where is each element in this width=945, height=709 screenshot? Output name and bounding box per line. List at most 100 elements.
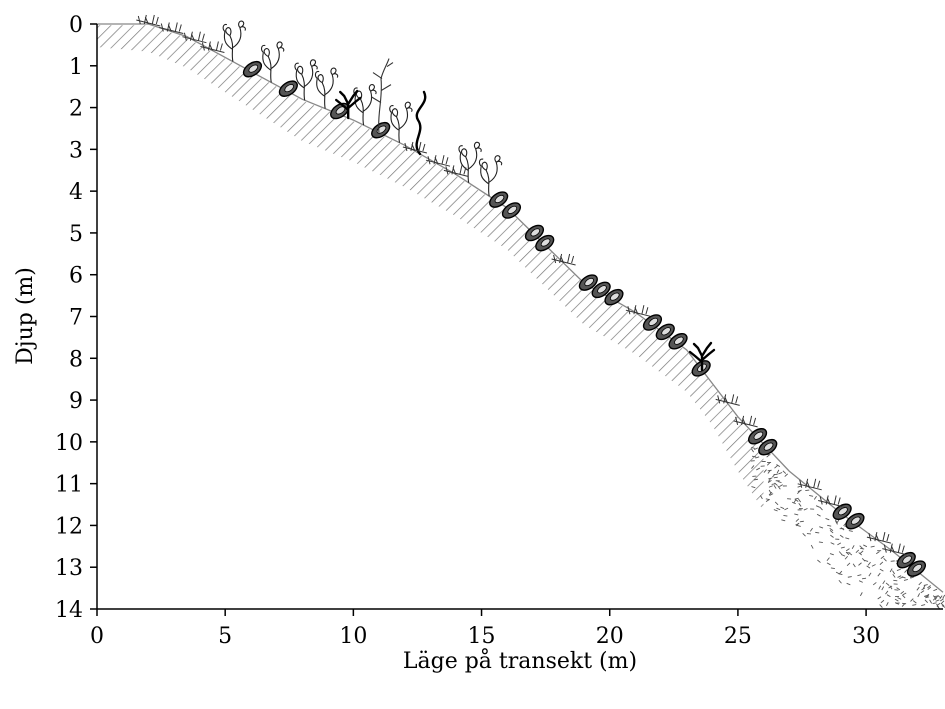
bushy-alga-organism	[295, 60, 317, 101]
thin-alga-branches	[371, 59, 393, 133]
sediment-speck	[884, 558, 887, 561]
axes	[97, 24, 943, 609]
bushy-alga-organism	[459, 142, 481, 183]
sediment-speck	[902, 604, 905, 607]
sediment-speck	[936, 600, 940, 601]
sediment-speck	[863, 545, 867, 547]
sediment-speck	[783, 515, 787, 516]
sediment-speck	[754, 479, 758, 480]
bushy-alga-branches	[262, 42, 284, 83]
y-tick-label: 0	[69, 13, 83, 38]
bushy-alga-branches	[295, 60, 317, 101]
sediment-speck	[859, 581, 863, 583]
sediment-speck	[930, 600, 932, 603]
x-tick-label: 30	[852, 624, 880, 649]
sediment-speck	[913, 601, 916, 603]
sediment-speck	[797, 525, 801, 526]
sediment-speck	[912, 605, 916, 606]
sediment-speck	[766, 499, 769, 501]
y-tick-label: 10	[55, 431, 83, 456]
bushy-alga-branches	[223, 21, 245, 62]
bushy-alga-organism	[390, 102, 412, 143]
sediment-speck	[841, 547, 845, 548]
sediment-speck	[925, 600, 928, 603]
sediment-speck	[925, 597, 929, 598]
sediment-speck	[867, 566, 870, 568]
sediment-speck	[785, 474, 788, 477]
sediment-speck	[878, 573, 881, 576]
sediment-speck	[804, 509, 808, 511]
sediment-speck	[886, 602, 888, 606]
sediment-speck	[849, 553, 852, 555]
sediment-speck	[845, 556, 848, 559]
sediment-speck	[839, 571, 842, 574]
sediment-speck	[827, 558, 830, 561]
substrate-layer	[97, 25, 945, 608]
sediment-speck	[873, 582, 876, 584]
sediment-speck	[904, 579, 908, 580]
wavy-alga-frond	[417, 92, 426, 154]
wavy-alga-organism	[417, 92, 426, 154]
sediment-speck	[830, 535, 833, 537]
bushy-alga-organism	[479, 156, 501, 197]
sediment-speck	[848, 577, 852, 578]
sediment-speck	[880, 569, 883, 571]
sediment-speck	[885, 591, 887, 594]
sediment-speck	[882, 587, 884, 591]
sediment-speck	[775, 502, 778, 505]
sediment-speck	[811, 545, 813, 549]
sediment-speck	[924, 585, 928, 586]
x-tick-label: 5	[218, 624, 232, 649]
sediment-speck	[853, 564, 855, 567]
sediment-speck	[800, 521, 804, 522]
sediment-speck	[839, 580, 842, 583]
seabed-line	[97, 24, 943, 592]
sediment-speck	[857, 575, 861, 576]
sediment-speck	[905, 570, 908, 573]
x-tick-label: 0	[90, 624, 104, 649]
sediment-speck	[777, 470, 779, 474]
y-tick-label: 14	[55, 598, 83, 623]
sediment-speck	[814, 496, 816, 499]
sediment-speck	[840, 535, 843, 537]
x-tick-label: 20	[596, 624, 624, 649]
sediment-speck	[943, 595, 945, 598]
sediment-speck	[774, 466, 777, 469]
sediment-speck	[868, 562, 870, 565]
sediment-speck	[921, 591, 924, 593]
sediment-speck	[871, 546, 875, 547]
sediment-speck	[826, 518, 830, 519]
sediment-speck	[903, 593, 907, 595]
x-tick-label: 10	[339, 624, 367, 649]
sediment-speck	[852, 545, 854, 548]
sediment-speck	[862, 558, 865, 561]
y-axis-title: Djup (m)	[13, 267, 38, 365]
sediment-speck	[831, 568, 835, 569]
sediment-speck	[820, 507, 823, 510]
y-tick-label: 11	[55, 473, 83, 498]
sediment-speck	[803, 533, 806, 536]
y-tick-label: 5	[69, 222, 83, 247]
sediment-speck	[774, 477, 778, 478]
sediment-speck	[781, 520, 785, 521]
sediment-speck	[902, 595, 905, 598]
sediment-speck	[917, 587, 919, 590]
sediment-speck	[845, 538, 849, 539]
sediment-speck	[796, 519, 799, 522]
sediment-speck	[862, 578, 866, 579]
sediment-speck	[933, 603, 937, 604]
sediment-speck	[933, 589, 937, 591]
bushy-alga-organism	[262, 42, 284, 83]
sediment-speck	[794, 514, 798, 515]
sediment-speck	[815, 532, 819, 533]
sediment-speck	[846, 549, 849, 551]
sediment-speck	[847, 563, 850, 566]
sediment-speck	[837, 543, 840, 545]
sediment-speck	[880, 562, 883, 565]
x-tick-label: 15	[468, 624, 496, 649]
thin-alga-organism	[371, 59, 393, 133]
sediment-speck	[769, 486, 773, 487]
sediment-speck	[934, 596, 938, 597]
